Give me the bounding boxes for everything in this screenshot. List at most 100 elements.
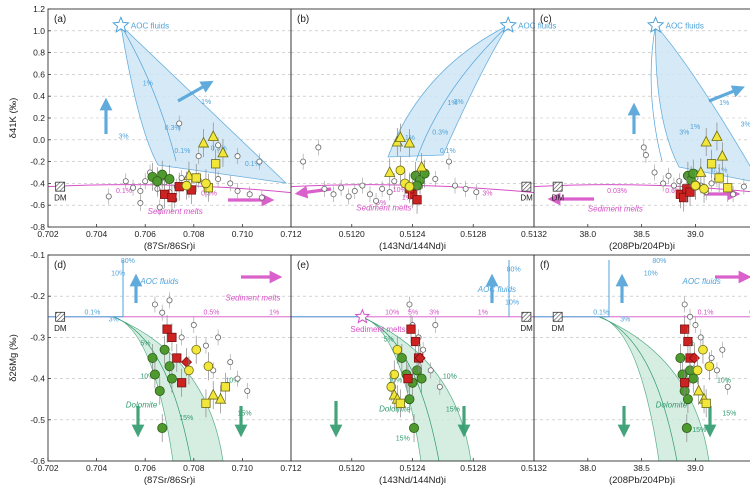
open-circle-point [234, 153, 241, 160]
x-tick-label: 0.702 [37, 229, 59, 239]
mixing-percent-label: 3% [109, 317, 119, 324]
yellow-square-point [395, 398, 405, 408]
green-circle-point [154, 385, 165, 396]
mixing-percent-label: 15% [692, 427, 706, 434]
mixing-percent-label: 10% [111, 271, 125, 278]
open-circle-point [730, 191, 737, 198]
dm-label: DM [520, 324, 533, 333]
yellow-circle-point [699, 184, 709, 194]
mixing-percent-label: 1% [269, 310, 279, 317]
mixing-percent-label: 1% [447, 100, 457, 107]
sediment-melts-star [354, 308, 371, 324]
yellow-square-point [714, 173, 724, 183]
open-circle-point [137, 200, 144, 207]
open-circle-point [676, 178, 683, 185]
mixing-percent-label: 5% [140, 341, 150, 348]
open-circle-point [105, 193, 112, 200]
open-circle-point [244, 387, 251, 394]
y-tick-label: -0.5 [30, 415, 45, 425]
open-circle-point [642, 152, 649, 159]
x-tick-label: 39.0 [687, 229, 704, 239]
open-circle-point [660, 180, 667, 187]
open-circle-point [708, 180, 715, 187]
red-square-point [685, 187, 695, 197]
open-circle-point [215, 142, 222, 149]
x-tick-label: 38.5 [633, 229, 650, 239]
annotation-label: Sediment melts [588, 205, 643, 214]
mixing-percent-label: 10% [393, 187, 407, 194]
open-circle-point [473, 189, 480, 196]
x-axis-label: (143Nd/144Nd)i [379, 241, 446, 252]
mixing-percent-label: 15% [179, 415, 193, 422]
open-circle-point [359, 182, 366, 189]
yellow-triangle-point [695, 166, 707, 177]
dm-label: DM [552, 324, 565, 333]
open-circle-point [740, 183, 747, 190]
yellow-triangle-point [197, 136, 210, 148]
mixing-percent-label: 10% [140, 374, 154, 381]
annotation-label: Sediment melts [356, 204, 411, 213]
mixing-percent-label: 10% [388, 378, 402, 385]
mixing-percent-label: 10% [505, 299, 519, 306]
panel-f: AOC fluidsDolomite0.1%3%10%80%0.1%0.3%5%… [533, 254, 750, 486]
aoc-arrow [177, 80, 214, 103]
annotation-label: AOC fluids [682, 277, 721, 286]
open-circle-point [321, 185, 328, 192]
open-circle-point [256, 158, 263, 165]
y-tick-label: 0.0 [33, 135, 45, 145]
mixing-percent-label: 0.1% [593, 310, 609, 317]
panel-a: AOC fluids Sediment melts 1% 3% 0.3% 0.1% 1% 0.… [8, 4, 302, 252]
open-circle-point [166, 297, 173, 304]
red-square-point [167, 192, 177, 203]
mixing-percent-label: 1% [143, 80, 153, 87]
green-circle-point [149, 369, 160, 380]
red-square-point [403, 373, 413, 384]
y-axis-label: δ26Mg (‰) [8, 334, 19, 382]
x-tick-label: 0.712 [280, 463, 302, 473]
annotation-label: Sediment melts [148, 207, 203, 216]
yellow-square-point [201, 398, 211, 408]
x-tick-label: 0.708 [183, 229, 205, 239]
y-tick-label: 0.8 [33, 48, 45, 58]
yellow-triangle-point [207, 130, 219, 141]
y-tick-label: -0.1 [30, 250, 45, 260]
green-circle-point [159, 344, 170, 355]
open-circle-point [315, 144, 322, 151]
x-tick-label: 39.0 [687, 463, 704, 473]
red-square-point [683, 336, 693, 347]
annotation-label: Dolomite [379, 405, 411, 414]
x-tick-label: 0.5124 [400, 463, 426, 473]
open-circle-point [427, 367, 434, 374]
mixing-percent-label: 80% [652, 258, 666, 265]
sediment-melts-label: Sediment melts [350, 325, 405, 334]
green-circle-point [416, 373, 427, 384]
open-circle-point [351, 188, 358, 195]
mixing-percent-label: 0.5% [204, 310, 220, 317]
x-tick-label: 38.5 [633, 463, 650, 473]
open-circle-point [330, 191, 337, 198]
red-diamond-point [688, 352, 700, 364]
open-circle-point [142, 178, 149, 185]
dolomite-mixing-curve [360, 316, 440, 462]
yellow-triangle-point [217, 146, 229, 158]
open-circle-point [697, 334, 704, 341]
y-tick-label: -0.2 [30, 291, 45, 301]
red-square-point [406, 324, 416, 334]
open-circle-point [420, 346, 427, 353]
dm-endmember [55, 311, 66, 322]
mixing-percent-label: 3% [429, 310, 439, 317]
green-circle-point [396, 352, 407, 363]
y-tick-label: 1.2 [33, 4, 45, 14]
mixing-percent-label: 5% [376, 200, 386, 207]
x-axis-label: (208Pb/204Pb)i [609, 475, 675, 486]
sediment-mixing-curve [533, 184, 750, 193]
open-circle-point [436, 383, 443, 390]
aoc-mixing-curve [120, 25, 177, 162]
yellow-circle-point [389, 369, 400, 380]
annotation-label: Dolomite [656, 400, 688, 409]
red-square-point [412, 195, 422, 205]
x-tick-label: 0.712 [280, 229, 302, 239]
open-circle-point [462, 185, 469, 192]
x-axis-label: (87Sr/86Sr)i [144, 475, 195, 486]
open-circle-point [234, 188, 241, 195]
